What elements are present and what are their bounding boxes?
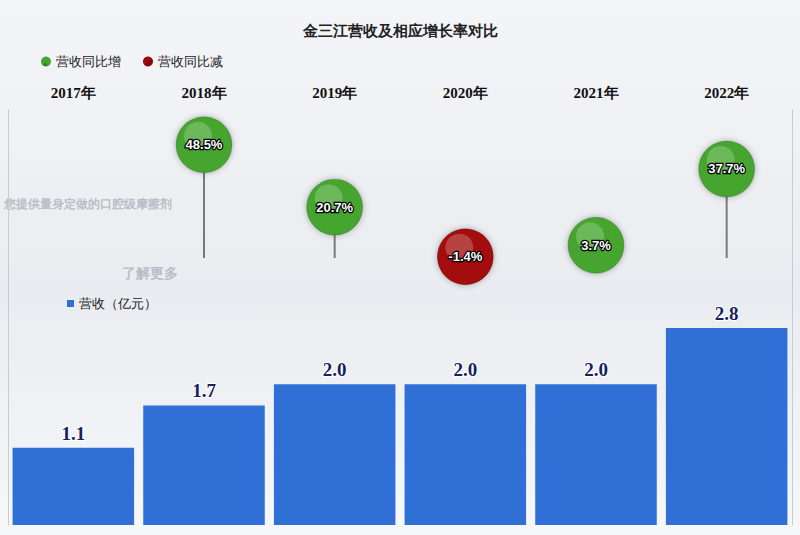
svg-text:2020年: 2020年 (443, 85, 488, 101)
svg-text:金三江营收及相应增长率对比: 金三江营收及相应增长率对比 (302, 22, 498, 39)
svg-text:3.7%: 3.7% (581, 238, 611, 253)
svg-text:2022年: 2022年 (704, 85, 749, 101)
svg-text:2.8: 2.8 (715, 303, 739, 324)
svg-text:营收同比增: 营收同比增 (56, 54, 121, 69)
svg-text:2018年: 2018年 (182, 85, 227, 101)
svg-text:2.0: 2.0 (323, 359, 347, 380)
svg-text:37.7%: 37.7% (708, 161, 745, 176)
svg-text:1.1: 1.1 (61, 423, 85, 444)
svg-text:营收同比减: 营收同比减 (158, 54, 223, 69)
svg-text:2019年: 2019年 (312, 85, 357, 101)
svg-text:您提供量身定做的口腔级摩擦剂: 您提供量身定做的口腔级摩擦剂 (3, 197, 172, 211)
svg-text:2017年: 2017年 (51, 85, 96, 101)
svg-text:-1.4%: -1.4% (448, 249, 482, 264)
svg-text:2.0: 2.0 (453, 359, 477, 380)
svg-text:48.5%: 48.5% (186, 137, 223, 152)
svg-text:营收（亿元）: 营收（亿元） (79, 296, 157, 311)
svg-text:2021年: 2021年 (574, 85, 619, 101)
svg-text:1.7: 1.7 (192, 380, 216, 401)
svg-text:2.0: 2.0 (584, 359, 608, 380)
svg-text:20.7%: 20.7% (316, 200, 353, 215)
svg-text:了解更多: 了解更多 (122, 265, 178, 281)
